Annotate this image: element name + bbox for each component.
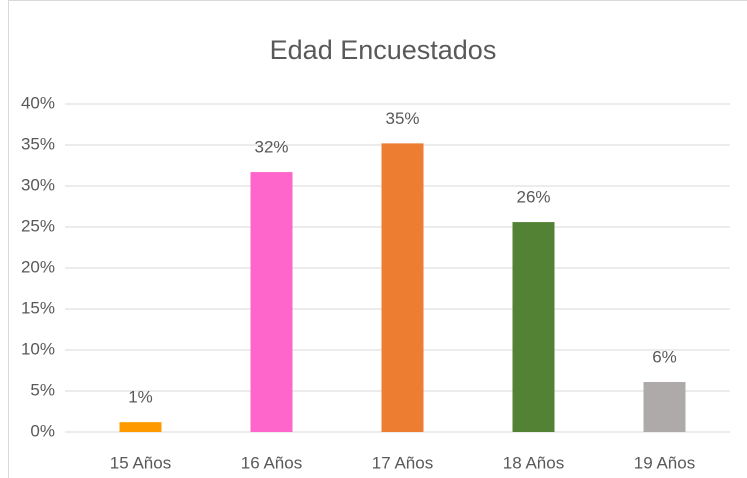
- y-tick-label: 25%: [21, 216, 55, 235]
- bar: [643, 381, 686, 432]
- y-tick-label: 10%: [21, 339, 55, 358]
- bar: [512, 222, 555, 432]
- data-label: 32%: [254, 138, 288, 157]
- y-tick-label: 35%: [21, 134, 55, 153]
- data-label: 26%: [516, 188, 550, 207]
- data-label: 1%: [128, 388, 153, 407]
- y-tick-label: 0%: [30, 421, 55, 440]
- y-tick-label: 40%: [21, 93, 55, 112]
- chart-border: [8, 0, 747, 478]
- chart-title: Edad Encuestados: [270, 35, 497, 65]
- data-label: 35%: [385, 109, 419, 128]
- y-tick-label: 15%: [21, 298, 55, 317]
- bar: [119, 422, 162, 432]
- data-label: 6%: [652, 347, 677, 366]
- x-tick-label: 15 Años: [110, 453, 171, 472]
- x-tick-label: 16 Años: [241, 453, 302, 472]
- x-tick-label: 19 Años: [634, 453, 695, 472]
- bar: [381, 143, 424, 433]
- y-tick-label: 20%: [21, 257, 55, 276]
- bar: [250, 172, 293, 432]
- x-tick-label: 17 Años: [372, 453, 433, 472]
- y-tick-label: 30%: [21, 175, 55, 194]
- y-tick-label: 5%: [30, 380, 55, 399]
- x-tick-label: 18 Años: [503, 453, 564, 472]
